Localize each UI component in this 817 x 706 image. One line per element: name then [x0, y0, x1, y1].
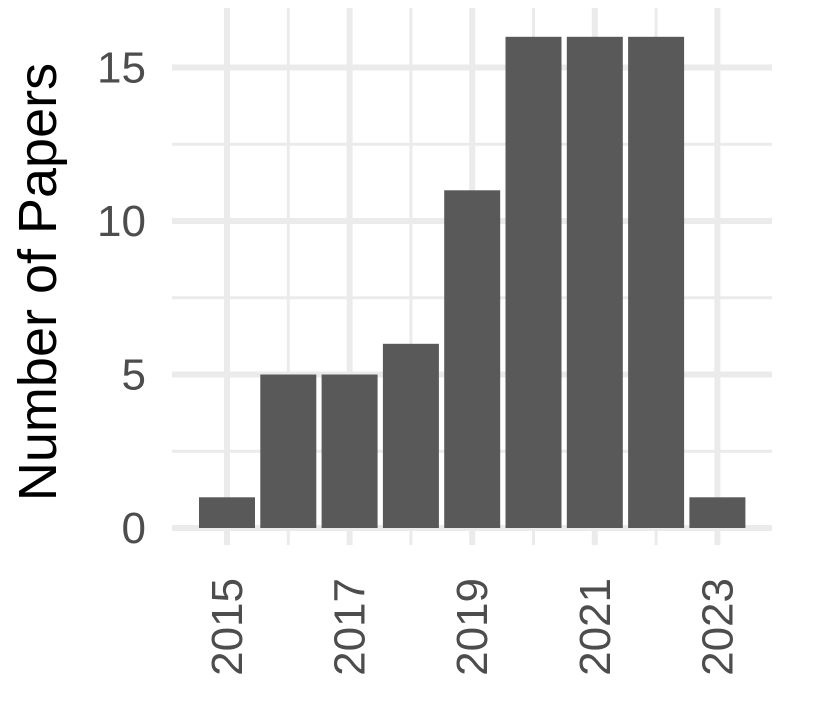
- y-axis-title: Number of Papers: [8, 63, 68, 501]
- bar-2018: [382, 343, 439, 528]
- bars: [199, 36, 746, 529]
- bar-2017: [321, 374, 378, 528]
- y-tick-label-5: 5: [122, 351, 146, 400]
- x-tick-label-2021: 2021: [571, 578, 620, 676]
- y-tick-label-10: 10: [97, 197, 146, 246]
- bar-2016: [260, 374, 317, 528]
- x-tick-label-2023: 2023: [693, 578, 742, 676]
- x-tick-label-2017: 2017: [326, 578, 375, 676]
- bar-2019: [444, 190, 501, 529]
- bar-2022: [628, 36, 685, 529]
- bar-2021: [566, 36, 623, 529]
- y-tick-label-0: 0: [122, 504, 146, 553]
- x-axis-tick-labels: 2015 2017 2019 2021 2023: [203, 578, 742, 676]
- x-tick-label-2015: 2015: [203, 578, 252, 676]
- bar-2020: [505, 36, 562, 529]
- bar-2015: [199, 497, 255, 528]
- y-axis-tick-labels: 0 5 10 15: [97, 44, 146, 554]
- y-tick-label-15: 15: [97, 44, 146, 93]
- bar-2023: [689, 497, 746, 528]
- x-tick-label-2019: 2019: [448, 578, 497, 676]
